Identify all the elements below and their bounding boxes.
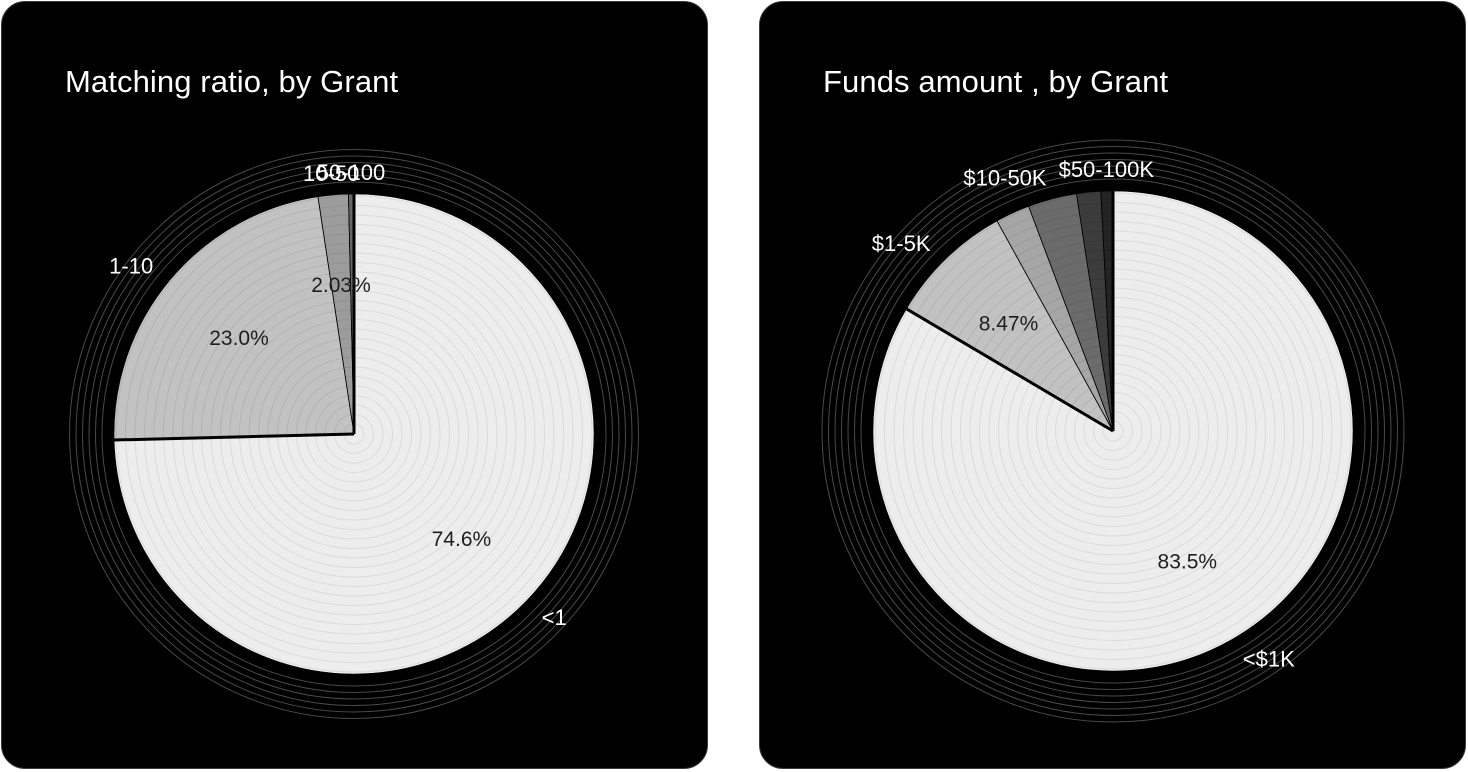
matching-ratio-pie-chart: <1 74.6% 1-10 23.0% 10-50 2.03% 50-100 (69, 149, 639, 719)
value-label: 2.03% (311, 274, 371, 297)
category-label: <1 (542, 605, 567, 630)
outer-rings (821, 139, 1405, 723)
outer-ring (88, 168, 620, 700)
outer-ring (841, 159, 1385, 703)
slice-separator (1100, 190, 1114, 432)
labels: <$1K 83.5% $1-5K 8.47% $10-50K $50-100K (872, 157, 1295, 672)
category-label: $10-50K (963, 166, 1047, 191)
chart-title: Matching ratio, by Grant (65, 64, 399, 99)
outer-ring (834, 152, 1392, 710)
funds-amount-pie-chart: <$1K 83.5% $1-5K 8.47% $10-50K $50-100K (821, 139, 1405, 723)
outer-ring (860, 178, 1366, 684)
outer-ring (82, 162, 626, 706)
pie-slice-1-5k (906, 220, 1114, 432)
outer-ring (69, 149, 639, 719)
slice-separator (317, 195, 355, 435)
outer-ring (847, 165, 1379, 697)
category-label: $50-100K (1059, 157, 1155, 182)
outer-ring (821, 139, 1405, 723)
funds-amount-card: Funds amount , by Grant <$1K 83.5% $1-5K 8.… (759, 1, 1466, 769)
outer-ring (75, 155, 633, 713)
slice-separators (113, 193, 356, 442)
slice-separator (904, 307, 1114, 433)
pie-slice-1-10 (113, 196, 355, 441)
outer-rings (69, 149, 639, 719)
chart-title: Funds amount , by Grant (823, 64, 1169, 99)
outer-ring (101, 181, 607, 687)
slice-separators (904, 190, 1115, 433)
category-label: 10-50 (303, 161, 359, 186)
category-label: $1-5K (872, 231, 931, 256)
outer-ring (854, 172, 1372, 690)
category-label: <$1K (1243, 647, 1295, 672)
slice-separator (996, 219, 1114, 432)
slice-separator (113, 432, 355, 442)
category-label: 1-10 (109, 254, 153, 279)
labels: <1 74.6% 1-10 23.0% 10-50 2.03% 50-100 (109, 160, 567, 630)
category-label: 50-100 (317, 160, 386, 185)
value-label: 23.0% (209, 327, 269, 350)
slice-separator (1027, 205, 1114, 432)
slices (872, 190, 1354, 672)
value-label: 83.5% (1158, 551, 1218, 574)
value-label: 8.47% (979, 313, 1039, 336)
value-label: 74.6% (432, 528, 492, 551)
matching-ratio-card: Matching ratio, by Grant <1 74.6% 1-10 23.0… (1, 1, 708, 769)
slice-separator (1075, 192, 1114, 432)
pie-slice-1k (872, 190, 1354, 672)
outer-ring (95, 175, 613, 693)
outer-ring (828, 146, 1398, 716)
slice-separator (348, 193, 355, 435)
